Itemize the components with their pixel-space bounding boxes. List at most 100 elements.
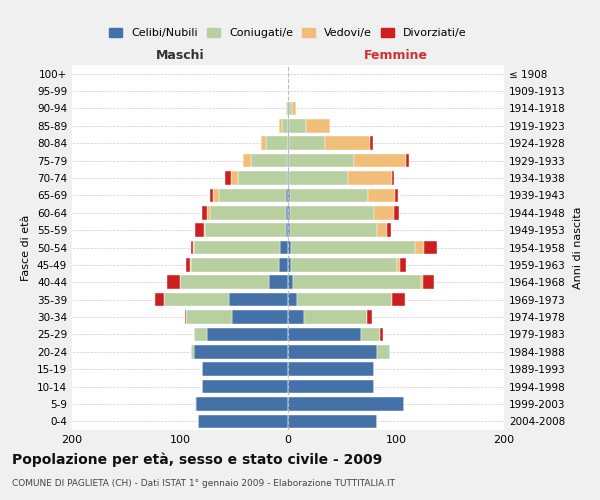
- Bar: [202, 206, 207, 220]
- Bar: [231, 171, 238, 185]
- Bar: [287, 154, 288, 168]
- Bar: [229, 293, 288, 306]
- Bar: [397, 258, 400, 272]
- Bar: [195, 397, 196, 410]
- Bar: [354, 154, 406, 168]
- Bar: [286, 188, 288, 202]
- Bar: [377, 345, 389, 358]
- Bar: [288, 328, 361, 341]
- Bar: [289, 119, 307, 132]
- Bar: [388, 224, 391, 237]
- Bar: [290, 206, 374, 220]
- Bar: [291, 258, 397, 272]
- Bar: [238, 171, 287, 185]
- Bar: [191, 258, 280, 272]
- Y-axis label: Anni di nascita: Anni di nascita: [572, 206, 583, 289]
- Bar: [287, 171, 288, 185]
- Bar: [325, 136, 370, 150]
- Bar: [288, 293, 296, 306]
- Bar: [406, 154, 409, 168]
- Bar: [167, 276, 180, 289]
- Bar: [194, 328, 207, 341]
- Bar: [190, 258, 191, 272]
- Bar: [288, 258, 291, 272]
- Bar: [288, 397, 404, 410]
- Bar: [288, 240, 291, 254]
- Bar: [290, 188, 368, 202]
- Bar: [196, 397, 288, 410]
- Bar: [194, 240, 280, 254]
- Bar: [370, 136, 373, 150]
- Bar: [155, 293, 164, 306]
- Bar: [288, 414, 377, 428]
- Bar: [191, 345, 194, 358]
- Bar: [232, 310, 288, 324]
- Bar: [280, 119, 281, 132]
- Bar: [286, 102, 288, 115]
- Bar: [291, 240, 415, 254]
- Bar: [286, 206, 288, 220]
- Bar: [288, 102, 289, 115]
- Text: Maschi: Maschi: [155, 48, 205, 62]
- Text: Femmine: Femmine: [364, 48, 428, 62]
- Bar: [242, 154, 251, 168]
- Bar: [394, 206, 399, 220]
- Bar: [185, 310, 187, 324]
- Bar: [288, 380, 374, 394]
- Bar: [210, 206, 286, 220]
- Bar: [261, 136, 266, 150]
- Bar: [214, 188, 219, 202]
- Bar: [392, 171, 394, 185]
- Bar: [288, 276, 293, 289]
- Bar: [424, 240, 437, 254]
- Bar: [280, 258, 288, 272]
- Bar: [380, 328, 383, 341]
- Bar: [288, 345, 377, 358]
- Bar: [392, 293, 404, 306]
- Bar: [400, 258, 406, 272]
- Bar: [219, 188, 286, 202]
- Y-axis label: Fasce di età: Fasce di età: [22, 214, 31, 280]
- Legend: Celibi/Nubili, Coniugati/e, Vedovi/e, Divorziati/e: Celibi/Nubili, Coniugati/e, Vedovi/e, Di…: [105, 23, 471, 42]
- Bar: [210, 188, 214, 202]
- Bar: [207, 206, 210, 220]
- Bar: [187, 310, 232, 324]
- Bar: [296, 293, 392, 306]
- Bar: [288, 188, 290, 202]
- Bar: [292, 102, 296, 115]
- Bar: [202, 362, 288, 376]
- Bar: [293, 276, 421, 289]
- Bar: [421, 276, 423, 289]
- Bar: [361, 328, 380, 341]
- Bar: [269, 276, 288, 289]
- Bar: [307, 119, 330, 132]
- Bar: [395, 188, 398, 202]
- Bar: [415, 240, 424, 254]
- Bar: [288, 119, 289, 132]
- Bar: [288, 224, 290, 237]
- Bar: [266, 136, 288, 150]
- Bar: [377, 224, 388, 237]
- Bar: [288, 362, 374, 376]
- Bar: [423, 276, 434, 289]
- Bar: [280, 240, 288, 254]
- Bar: [374, 206, 394, 220]
- Bar: [204, 224, 205, 237]
- Bar: [368, 188, 395, 202]
- Bar: [191, 240, 193, 254]
- Bar: [288, 171, 289, 185]
- Bar: [349, 171, 392, 185]
- Bar: [205, 224, 286, 237]
- Bar: [251, 154, 287, 168]
- Bar: [207, 328, 288, 341]
- Bar: [367, 310, 372, 324]
- Bar: [202, 380, 288, 394]
- Bar: [281, 119, 288, 132]
- Bar: [288, 206, 290, 220]
- Bar: [226, 171, 231, 185]
- Bar: [288, 136, 289, 150]
- Bar: [289, 136, 325, 150]
- Bar: [286, 224, 288, 237]
- Bar: [289, 171, 349, 185]
- Bar: [288, 310, 304, 324]
